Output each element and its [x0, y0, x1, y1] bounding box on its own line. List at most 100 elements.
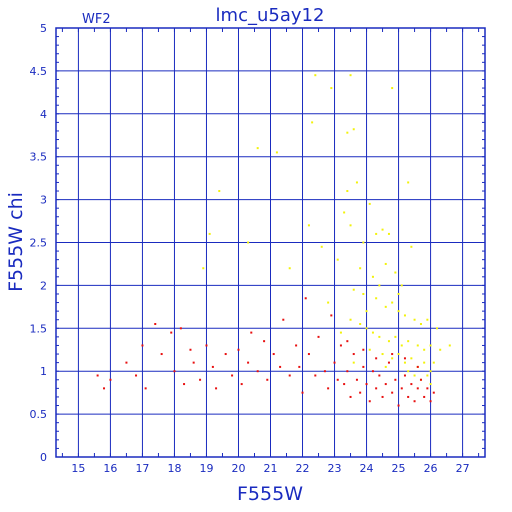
red-data-point	[211, 365, 214, 368]
yellow-data-point	[343, 211, 346, 214]
data-points	[96, 74, 451, 407]
yellow-data-point	[202, 267, 205, 270]
yellow-data-point	[346, 190, 349, 193]
red-data-point	[179, 327, 182, 330]
red-data-point	[323, 370, 326, 373]
red-data-point	[327, 387, 330, 390]
yellow-data-point	[378, 335, 381, 338]
yellow-data-point	[387, 340, 390, 343]
red-data-point	[394, 378, 397, 381]
yellow-data-point	[362, 292, 365, 295]
y-tick-label: 5	[40, 22, 47, 35]
red-data-point	[378, 374, 381, 377]
red-data-point	[173, 370, 176, 373]
red-data-point	[263, 340, 266, 343]
red-data-point	[359, 391, 362, 394]
yellow-data-point	[403, 361, 406, 364]
yellow-data-point	[407, 181, 410, 184]
yellow-data-point	[349, 318, 352, 321]
red-data-point	[135, 374, 138, 377]
yellow-data-point	[371, 331, 374, 334]
grid	[56, 27, 485, 458]
yellow-data-point	[314, 74, 317, 77]
yellow-data-point	[371, 275, 374, 278]
red-data-point	[266, 378, 269, 381]
red-data-point	[160, 353, 163, 356]
red-data-point	[391, 353, 394, 356]
red-data-point	[109, 378, 112, 381]
red-data-point	[183, 383, 186, 386]
yellow-data-point	[391, 357, 394, 360]
yellow-data-point	[368, 348, 371, 351]
yellow-data-point	[419, 323, 422, 326]
y-tick-label: 0.5	[30, 408, 48, 421]
red-data-point	[419, 378, 422, 381]
red-data-point	[362, 365, 365, 368]
yellow-data-point	[336, 258, 339, 261]
red-data-point	[307, 353, 310, 356]
red-data-point	[429, 400, 432, 403]
yellow-data-point	[218, 190, 221, 193]
yellow-data-point	[432, 361, 435, 364]
yellow-data-point	[330, 87, 333, 90]
yellow-data-point	[407, 340, 410, 343]
red-data-point	[426, 387, 429, 390]
red-data-point	[141, 344, 144, 347]
yellow-data-point	[429, 370, 432, 373]
red-data-point	[381, 395, 384, 398]
yellow-data-point	[365, 310, 368, 313]
x-tick-label: 21	[264, 462, 278, 475]
red-data-point	[231, 374, 234, 377]
red-data-point	[407, 395, 410, 398]
red-data-point	[125, 361, 128, 364]
red-data-point	[362, 348, 365, 351]
yellow-data-point	[275, 151, 278, 154]
yellow-data-point	[368, 202, 371, 205]
yellow-data-point	[355, 181, 358, 184]
red-data-point	[144, 387, 147, 390]
red-data-point	[154, 323, 157, 326]
yellow-data-point	[362, 241, 365, 244]
red-data-point	[349, 395, 352, 398]
yellow-data-point	[429, 383, 432, 386]
yellow-data-point	[378, 284, 381, 287]
yellow-data-point	[256, 147, 259, 150]
red-data-point	[96, 374, 99, 377]
x-tick-label: 25	[392, 462, 406, 475]
yellow-data-point	[397, 310, 400, 313]
yellow-data-point	[413, 374, 416, 377]
red-data-point	[368, 400, 371, 403]
x-tick-label: 27	[456, 462, 470, 475]
yellow-data-point	[375, 232, 378, 235]
red-data-point	[237, 348, 240, 351]
red-data-point	[410, 383, 413, 386]
plot-frame	[55, 27, 486, 458]
yellow-data-point	[391, 301, 394, 304]
red-data-point	[375, 357, 378, 360]
red-data-point	[199, 378, 202, 381]
red-data-point	[387, 361, 390, 364]
y-tick-label: 4.5	[30, 65, 48, 78]
yellow-data-point	[400, 344, 403, 347]
yellow-data-point	[307, 224, 310, 227]
red-data-point	[403, 357, 406, 360]
yellow-data-point	[384, 262, 387, 265]
red-data-point	[432, 391, 435, 394]
yellow-data-point	[387, 232, 390, 235]
red-data-point	[215, 387, 218, 390]
x-tick-label: 17	[135, 462, 149, 475]
yellow-data-point	[423, 361, 426, 364]
red-data-point	[224, 353, 227, 356]
red-data-point	[205, 344, 208, 347]
red-data-point	[170, 331, 173, 334]
y-tick-label: 1	[40, 365, 47, 378]
red-data-point	[400, 387, 403, 390]
y-tick-label: 3	[40, 194, 47, 207]
red-data-point	[189, 348, 192, 351]
red-data-point	[256, 370, 259, 373]
chip-label: WF2	[82, 12, 111, 27]
red-data-point	[103, 387, 106, 390]
yellow-data-point	[416, 344, 419, 347]
yellow-data-point	[413, 318, 416, 321]
yellow-data-point	[439, 348, 442, 351]
